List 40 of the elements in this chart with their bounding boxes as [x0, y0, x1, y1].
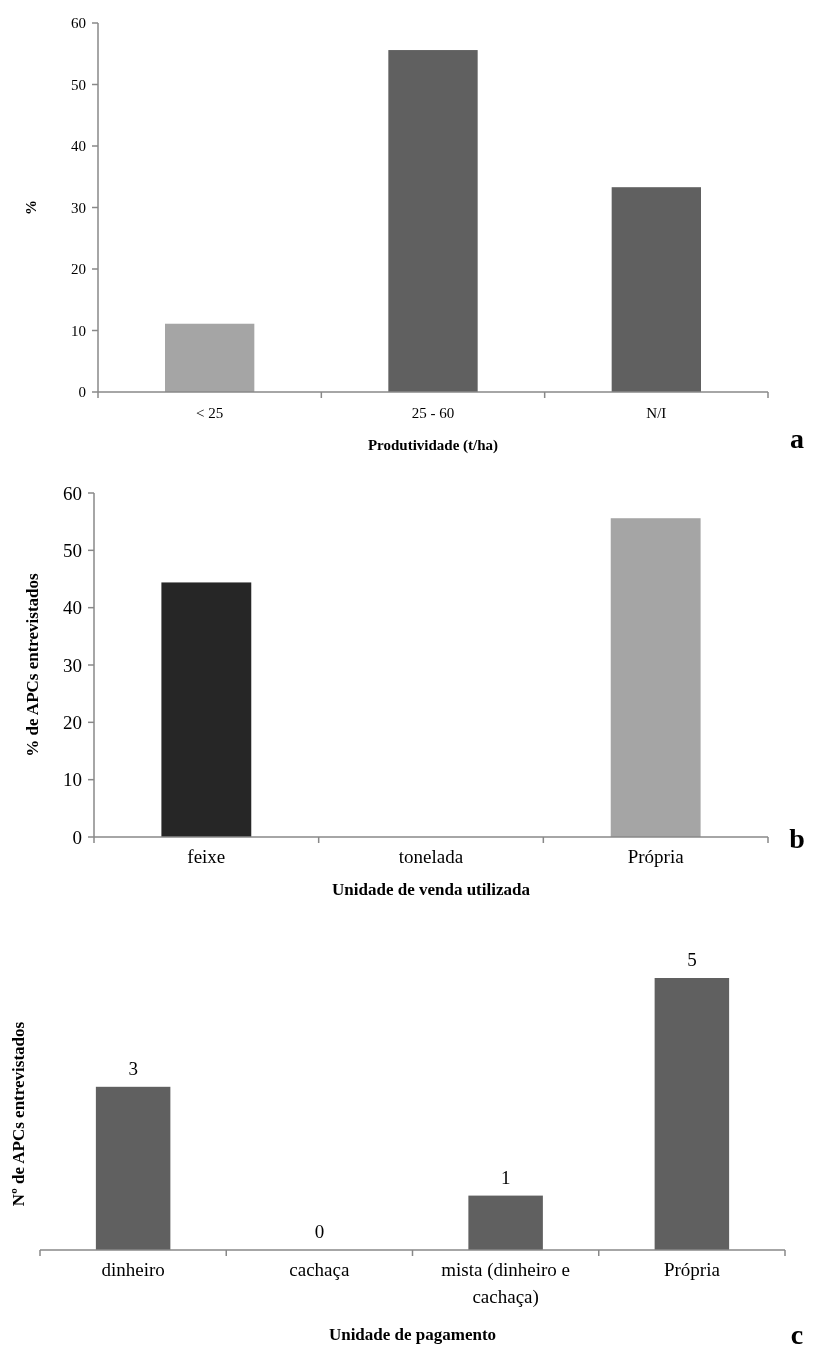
y-tick-label: 50 — [63, 539, 82, 561]
x-axis-title: Unidade de pagamento — [328, 1325, 497, 1344]
text: a — [790, 423, 804, 454]
text: c — [790, 1319, 804, 1350]
x-tick-label: tonelada — [398, 846, 464, 867]
bar — [388, 50, 478, 392]
y-tick-label: 0 — [78, 384, 86, 401]
x-tick-label: cachaça — [289, 1259, 350, 1280]
y-axis-title: % de APCs entrevistados — [23, 572, 42, 757]
y-tick-label: 30 — [63, 654, 82, 676]
x-tick-label: Própria — [663, 1259, 721, 1280]
y-axis-title: Nº de APCs entrevistados — [9, 1021, 28, 1207]
y-tick-label: 10 — [63, 769, 82, 791]
y-tick-label: 30 — [71, 199, 86, 216]
y-tick-label: 40 — [63, 597, 82, 619]
x-tick-label: feixe — [187, 846, 226, 867]
data-label: 1 — [500, 1166, 511, 1188]
y-tick-label: 50 — [71, 76, 86, 93]
x-axis-title: Produtividade (t/ha) — [367, 437, 499, 454]
bar — [165, 323, 255, 392]
x-tick-label: mista (dinheiro e cachaça) — [441, 1259, 570, 1308]
y-tick-label: 20 — [71, 261, 86, 278]
x-tick-label: dinheiro — [101, 1259, 165, 1280]
text: b — [789, 823, 805, 854]
y-tick-label: 40 — [71, 138, 86, 155]
y-tick-label: 10 — [71, 322, 86, 339]
y-tick-label: 60 — [71, 15, 86, 32]
bar — [611, 187, 701, 392]
x-tick-label: Própria — [627, 846, 685, 867]
data-label: 0 — [314, 1221, 325, 1242]
x-axis-title: Unidade de venda utilizada — [332, 880, 531, 899]
data-label: 3 — [128, 1057, 138, 1079]
y-axis-title: % — [23, 200, 39, 215]
x-tick-label: 25 - 60 — [411, 405, 455, 421]
x-tick-label: < 25 — [196, 405, 224, 421]
y-tick-label: 60 — [63, 482, 82, 504]
y-tick-label: 0 — [72, 826, 82, 848]
data-label: 5 — [687, 949, 697, 970]
y-tick-label: 20 — [63, 711, 82, 733]
x-tick-label: N/I — [646, 405, 667, 421]
